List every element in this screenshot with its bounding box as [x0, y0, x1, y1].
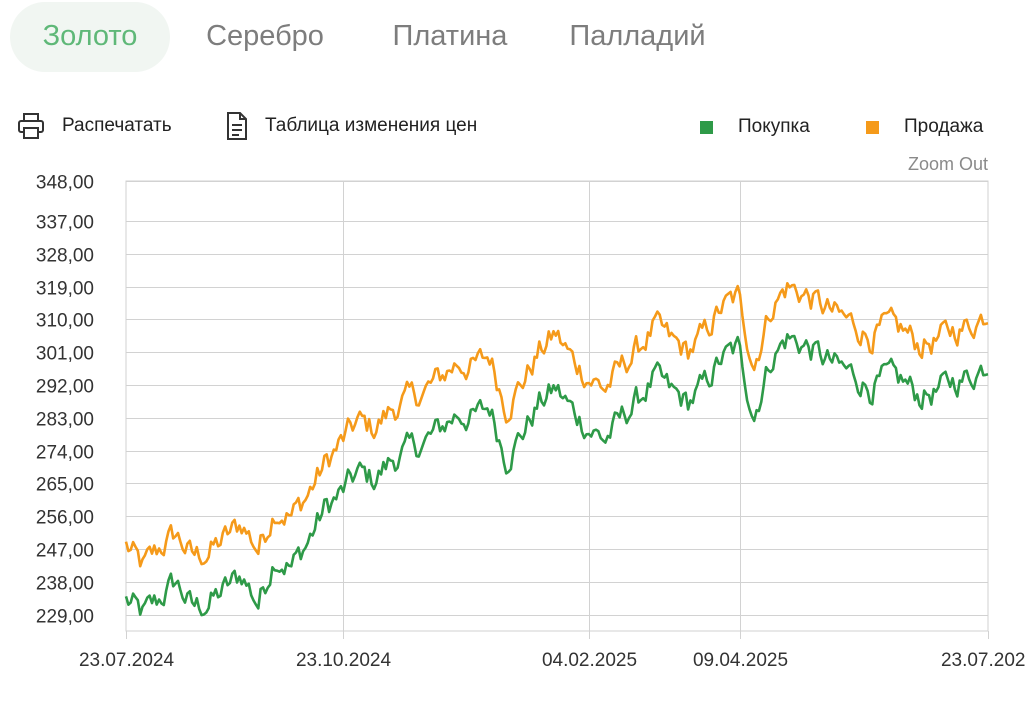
legend-item-sell[interactable]: Продажа: [866, 114, 983, 140]
plot-frame: [125, 180, 989, 632]
x-tick-label: 23.07.2024: [79, 650, 175, 671]
tab-platinum[interactable]: Платина: [392, 20, 508, 52]
x-tick-label: 09.04.2025: [693, 650, 788, 671]
y-tick-label: 337,00: [36, 213, 94, 234]
y-tick-label: 229,00: [36, 607, 94, 628]
print-label: Распечатать: [62, 115, 172, 136]
series-line-sell: [124, 282, 989, 568]
tab-palladium[interactable]: Палладий: [569, 20, 706, 52]
x-tick-label: 23.10.2024: [296, 650, 392, 671]
y-tick-label: 310,00: [36, 311, 94, 332]
zoom-out-button[interactable]: Zoom Out: [907, 154, 988, 174]
y-tick-label: 283,00: [36, 410, 94, 431]
tab-silver[interactable]: Серебро: [206, 20, 324, 52]
y-tick-label: 292,00: [36, 377, 94, 398]
price-table-label: Таблица изменения цен: [265, 115, 478, 136]
legend-item-buy[interactable]: Покупка: [700, 114, 810, 140]
y-tick-label: 265,00: [36, 475, 94, 496]
y-tick-label: 256,00: [36, 508, 94, 529]
x-tick-label: 04.02.2025: [542, 650, 637, 671]
y-tick-label: 247,00: [36, 541, 94, 562]
y-tick-label: 348,00: [36, 173, 94, 194]
print-button[interactable]: Распечатать: [16, 108, 172, 144]
legend-label-sell: Продажа: [904, 116, 984, 137]
printer-icon: [16, 111, 46, 141]
y-tick-label: 301,00: [36, 344, 94, 365]
y-tick-label: 238,00: [36, 574, 94, 595]
document-icon: [225, 111, 249, 141]
y-tick-label: 274,00: [36, 443, 94, 464]
x-tick-label: 23.07.2025: [941, 650, 1026, 671]
legend-swatch-buy: [700, 120, 713, 134]
series-line-buy: [124, 333, 989, 617]
legend-label-buy: Покупка: [738, 116, 810, 137]
y-tick-label: 319,00: [36, 279, 94, 300]
tab-gold[interactable]: Золото: [10, 2, 170, 72]
price-table-button[interactable]: Таблица изменения цен: [225, 108, 477, 144]
y-tick-label: 328,00: [36, 246, 94, 267]
legend-swatch-sell: [866, 120, 879, 134]
